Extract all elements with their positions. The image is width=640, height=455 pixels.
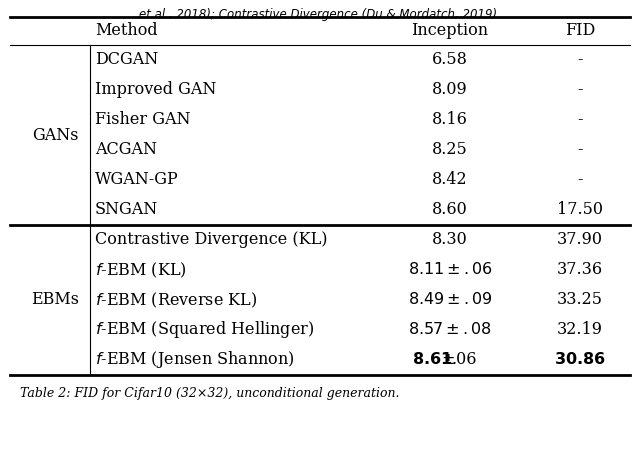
Text: DCGAN: DCGAN bbox=[95, 51, 158, 69]
Text: ACGAN: ACGAN bbox=[95, 142, 157, 158]
Text: 32.19: 32.19 bbox=[557, 322, 603, 339]
Text: GANs: GANs bbox=[32, 126, 78, 143]
Text: 8.60: 8.60 bbox=[432, 202, 468, 218]
Text: 37.90: 37.90 bbox=[557, 232, 603, 248]
Text: 8.25: 8.25 bbox=[432, 142, 468, 158]
Text: 8.09: 8.09 bbox=[432, 81, 468, 98]
Text: -: - bbox=[577, 142, 583, 158]
Text: $8.11 \pm .06$: $8.11 \pm .06$ bbox=[408, 262, 492, 278]
Text: $f$-EBM (Reverse KL): $f$-EBM (Reverse KL) bbox=[95, 290, 257, 309]
Text: -: - bbox=[577, 172, 583, 188]
Text: et al., 2018); Contrastive Divergence (Du & Mordatch, 2019).: et al., 2018); Contrastive Divergence (D… bbox=[139, 8, 501, 21]
Text: Inception: Inception bbox=[412, 22, 488, 39]
Text: $\mathbf{30.86}$: $\mathbf{30.86}$ bbox=[554, 352, 606, 369]
Text: $\pm$: $\pm$ bbox=[441, 352, 455, 369]
Text: SNGAN: SNGAN bbox=[95, 202, 158, 218]
Text: EBMs: EBMs bbox=[31, 292, 79, 308]
Text: .06: .06 bbox=[451, 352, 477, 369]
Text: Table 2: FID for Cifar10 (32×32), unconditional generation.: Table 2: FID for Cifar10 (32×32), uncond… bbox=[20, 387, 399, 400]
Text: Improved GAN: Improved GAN bbox=[95, 81, 216, 98]
Text: -: - bbox=[577, 81, 583, 98]
Text: Fisher GAN: Fisher GAN bbox=[95, 111, 191, 128]
Text: -: - bbox=[577, 51, 583, 69]
Text: $8.49 \pm .09$: $8.49 \pm .09$ bbox=[408, 292, 492, 308]
Text: 17.50: 17.50 bbox=[557, 202, 603, 218]
Text: 8.16: 8.16 bbox=[432, 111, 468, 128]
Text: -: - bbox=[577, 111, 583, 128]
Text: FID: FID bbox=[565, 22, 595, 39]
Text: 6.58: 6.58 bbox=[432, 51, 468, 69]
Text: $f$-EBM (Jensen Shannon): $f$-EBM (Jensen Shannon) bbox=[95, 349, 295, 370]
Text: $8.57 \pm .08$: $8.57 \pm .08$ bbox=[408, 322, 492, 339]
Text: Method: Method bbox=[95, 22, 157, 39]
Text: 37.36: 37.36 bbox=[557, 262, 603, 278]
Text: 8.30: 8.30 bbox=[432, 232, 468, 248]
Text: 8.42: 8.42 bbox=[432, 172, 468, 188]
Text: 33.25: 33.25 bbox=[557, 292, 603, 308]
Text: $f$-EBM (KL): $f$-EBM (KL) bbox=[95, 260, 187, 280]
Text: $\mathbf{8.61}$: $\mathbf{8.61}$ bbox=[412, 352, 452, 369]
Text: Contrastive Divergence (KL): Contrastive Divergence (KL) bbox=[95, 232, 328, 248]
Text: WGAN-GP: WGAN-GP bbox=[95, 172, 179, 188]
Text: $f$-EBM (Squared Hellinger): $f$-EBM (Squared Hellinger) bbox=[95, 319, 314, 340]
